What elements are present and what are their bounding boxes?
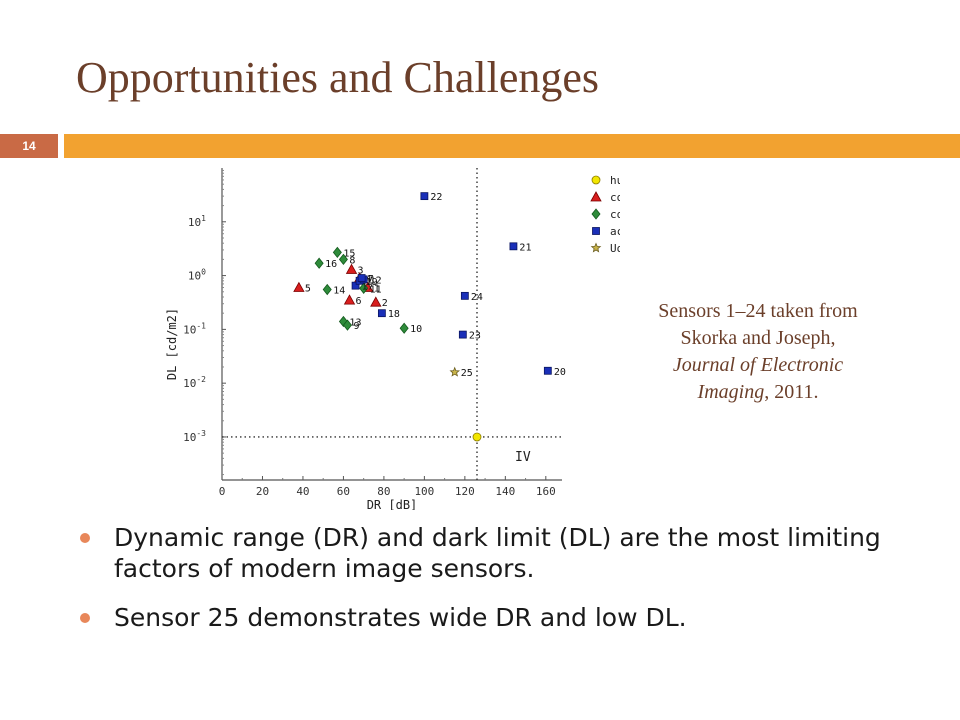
x-tick-label: 40 xyxy=(296,485,309,498)
point-label: 10 xyxy=(410,324,422,335)
circle-point xyxy=(472,432,482,442)
caption-line-2: Skorka and Joseph, xyxy=(680,327,836,349)
point-label: 14 xyxy=(333,286,345,297)
square-point xyxy=(543,366,552,375)
caption-journal-2: Imaging xyxy=(697,381,765,403)
point-label: 19 xyxy=(366,277,378,288)
x-tick-label: 20 xyxy=(256,485,269,498)
triangle-point xyxy=(343,294,356,305)
x-axis-label: DR [dB] xyxy=(367,498,418,510)
diamond-point xyxy=(332,246,342,259)
slide-title: Opportunities and Challenges xyxy=(76,53,600,102)
point-label: 7 xyxy=(368,274,374,285)
x-tick-label: 80 xyxy=(377,485,390,498)
point-label: 6 xyxy=(356,296,362,307)
x-tick-label: 100 xyxy=(414,485,434,498)
point-label: 25 xyxy=(461,368,473,379)
legend-label: commercial CMOS xyxy=(610,208,620,221)
caption-journal: Journal of Electronic xyxy=(672,354,844,376)
diamond-point xyxy=(399,322,409,334)
diamond-point xyxy=(359,282,369,294)
bullet-list: Dynamic range (DR) and dark limit (DL) a… xyxy=(80,522,920,651)
bullet-dot-icon xyxy=(80,533,90,543)
y-axis-label: DL [cd/m2] xyxy=(165,308,179,380)
square-point xyxy=(377,309,386,318)
accent-bar xyxy=(64,134,960,158)
circle-legend-icon xyxy=(591,175,601,185)
square-point xyxy=(357,274,366,282)
square-legend-icon xyxy=(592,227,600,235)
point-label: 8 xyxy=(349,255,355,266)
point-label: 20 xyxy=(554,367,566,378)
point-label: 23 xyxy=(469,331,481,342)
point-label: 16 xyxy=(325,259,337,270)
legend-label: UofA VI-CMOS xyxy=(610,242,620,255)
diamond-legend-icon xyxy=(591,208,601,220)
triangle-point xyxy=(370,296,382,307)
page-number-badge: 14 xyxy=(0,134,58,158)
x-tick-label: 120 xyxy=(455,485,475,498)
point-label: 4 xyxy=(366,274,372,285)
y-tick-label: 100 xyxy=(188,268,206,283)
star-legend-icon xyxy=(590,242,602,253)
point-label: 3 xyxy=(358,265,364,276)
point-label: 24 xyxy=(471,292,483,303)
point-label: 5 xyxy=(305,284,311,295)
legend-label: academic (VI) CMOS xyxy=(610,225,620,238)
chart-caption: Sensors 1–24 taken from Skorka and Josep… xyxy=(608,298,908,406)
y-tick-label: 10-3 xyxy=(183,429,206,444)
x-tick-label: 140 xyxy=(495,485,515,498)
diamond-point xyxy=(314,257,324,269)
diamond-point xyxy=(342,319,352,331)
point-label: 17 xyxy=(362,282,374,293)
bullet-text: Sensor 25 demonstrates wide DR and low D… xyxy=(114,603,687,632)
square-point xyxy=(458,330,467,339)
square-point xyxy=(351,281,360,290)
point-label: 11 xyxy=(370,284,382,295)
legend-label: commercial CCD xyxy=(610,191,620,204)
diamond-point xyxy=(322,283,332,296)
point-label: 1 xyxy=(374,284,380,295)
point-label: 22 xyxy=(430,192,442,203)
y-tick-label: 101 xyxy=(188,214,206,229)
diamond-point xyxy=(338,253,348,266)
bullet-item: Sensor 25 demonstrates wide DR and low D… xyxy=(80,602,920,633)
square-point xyxy=(420,192,429,201)
point-label: 15 xyxy=(343,248,355,259)
y-tick-label: 10-2 xyxy=(183,375,206,390)
x-tick-label: 160 xyxy=(536,485,556,498)
caption-year: , 2011. xyxy=(764,381,819,403)
point-label: 2 xyxy=(382,298,388,309)
x-tick-label: 0 xyxy=(219,485,226,498)
point-label: 13 xyxy=(349,318,361,329)
point-label: 9 xyxy=(353,321,359,332)
bullet-text: Dynamic range (DR) and dark limit (DL) a… xyxy=(114,523,881,583)
point-label: 18 xyxy=(388,309,400,320)
x-tick-label: 60 xyxy=(337,485,350,498)
region-label: IV xyxy=(515,450,531,465)
star-point xyxy=(449,366,461,377)
point-label: 12 xyxy=(370,275,382,286)
point-label: 21 xyxy=(519,242,531,253)
triangle-legend-icon xyxy=(590,191,602,202)
triangle-point xyxy=(345,263,358,274)
bullet-item: Dynamic range (DR) and dark limit (DL) a… xyxy=(80,522,920,584)
square-point xyxy=(460,291,469,300)
square-point xyxy=(509,242,518,251)
dr-dl-scatter-chart: 0 20 40 60 80 100 120 140 16010110010-110-210-3D… xyxy=(165,168,620,510)
triangle-point xyxy=(293,281,305,292)
y-tick-label: 10-1 xyxy=(183,321,206,336)
legend-label: human eye xyxy=(610,174,620,187)
caption-line-1: Sensors 1–24 taken from xyxy=(658,300,858,322)
bullet-dot-icon xyxy=(80,613,90,623)
page-number: 14 xyxy=(22,139,36,153)
